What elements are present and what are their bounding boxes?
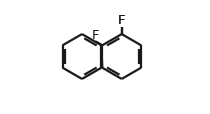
Text: F: F — [92, 29, 99, 42]
Text: F: F — [118, 14, 125, 27]
Text: F: F — [118, 14, 125, 27]
